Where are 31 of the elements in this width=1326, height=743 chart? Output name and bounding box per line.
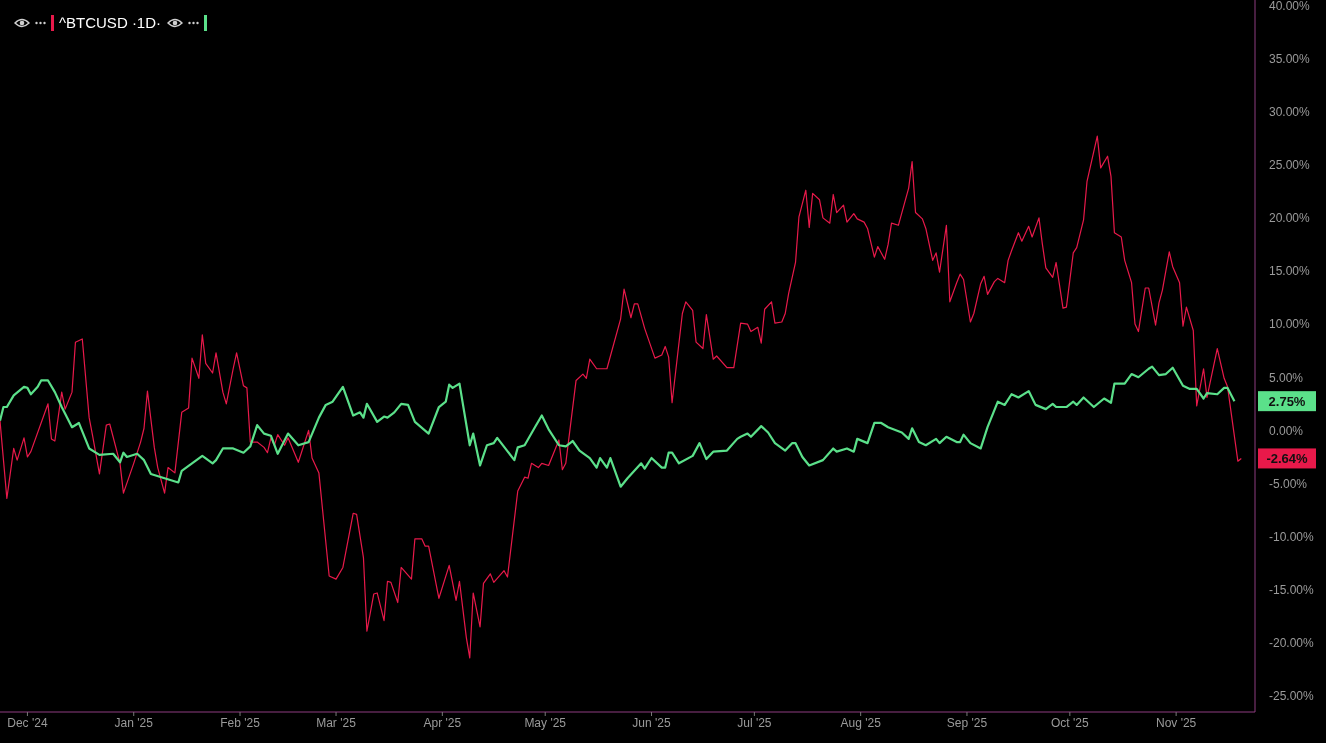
x-tick-label: Oct '25 <box>1051 715 1089 730</box>
x-tick-label: Apr '25 <box>423 715 462 730</box>
x-tick-label: Nov '25 <box>1155 715 1197 730</box>
y-tick-label: 30.00% <box>1269 104 1311 119</box>
y-tick-label: -5.00% <box>1269 476 1308 491</box>
x-tick-label: Aug '25 <box>840 715 882 730</box>
x-tick-label: Mar '25 <box>316 715 357 730</box>
x-tick-label: Jul '25 <box>737 715 772 730</box>
y-tick-label: 0.00% <box>1269 423 1304 438</box>
line-series <box>0 135 1242 659</box>
x-tick-label: Feb '25 <box>220 715 261 730</box>
legend-label: ^BTCUSD ·1D· <box>59 14 162 31</box>
y-tick-label: 15.00% <box>1269 264 1311 279</box>
x-tick-label: Jun '25 <box>632 715 671 730</box>
y-tick-label: 40.00% <box>1269 0 1311 13</box>
annotation: -2.64% <box>1266 451 1309 467</box>
line-series <box>0 365 1236 488</box>
x-tick-label: Jan '25 <box>114 715 154 730</box>
y-tick-label: 35.00% <box>1269 51 1311 66</box>
y-tick-label: 20.00% <box>1269 211 1311 226</box>
y-tick-label: 25.00% <box>1269 157 1311 172</box>
x-tick-label: Sep '25 <box>946 715 988 730</box>
y-tick-label: 10.00% <box>1269 317 1311 332</box>
y-tick-label: -10.00% <box>1269 529 1315 544</box>
y-tick-label: -15.00% <box>1269 583 1315 598</box>
x-tick-label: May '25 <box>524 715 567 730</box>
y-tick-label: -25.00% <box>1269 689 1315 704</box>
y-tick-label: 5.00% <box>1269 370 1304 385</box>
x-tick-label: Dec '24 <box>7 715 48 730</box>
y-tick-label: -20.00% <box>1269 636 1315 651</box>
annotation: 2.75% <box>1268 394 1306 410</box>
